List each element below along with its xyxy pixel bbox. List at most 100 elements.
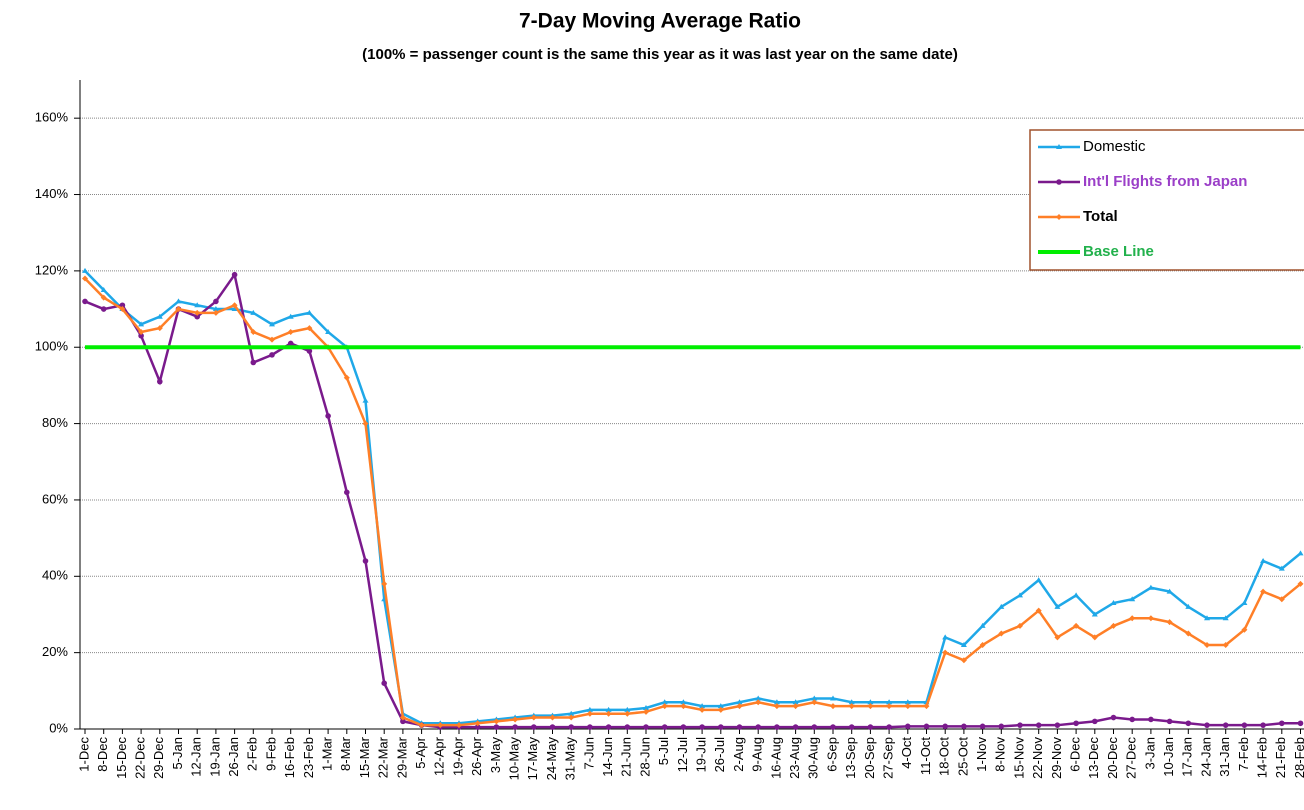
point [736, 699, 743, 705]
point [1204, 615, 1210, 621]
point [82, 267, 88, 273]
point [811, 699, 818, 706]
point [848, 724, 855, 730]
x-tick-label: 22-Mar [376, 736, 391, 778]
point [568, 714, 575, 721]
x-tick-label: 1-Dec [76, 737, 91, 772]
x-tick-label: 26-Jul [712, 737, 727, 773]
point [680, 699, 687, 705]
point [157, 378, 163, 385]
point [194, 302, 201, 308]
point [1148, 716, 1154, 723]
point [1110, 714, 1117, 721]
x-tick-label: 2-Aug [731, 737, 746, 772]
point [381, 680, 388, 686]
point [942, 634, 949, 640]
point [362, 397, 369, 403]
point [923, 703, 930, 710]
x-tick-label: 30-Aug [806, 737, 821, 779]
x-tick-label: 5-Apr [413, 736, 428, 768]
legend-marker [1056, 214, 1062, 220]
point [100, 294, 107, 301]
point [624, 706, 631, 712]
point [1129, 596, 1136, 602]
point [942, 723, 948, 730]
point [961, 723, 967, 730]
legend-marker [1056, 144, 1062, 149]
point [269, 321, 275, 327]
point [437, 722, 444, 729]
point [1035, 722, 1042, 728]
x-tick-label: 23-Aug [787, 737, 802, 779]
point [568, 724, 574, 730]
point [1073, 592, 1080, 598]
point [138, 328, 145, 335]
point [531, 724, 537, 730]
point [792, 724, 799, 730]
x-tick-label: 14-Jun [600, 737, 615, 777]
point [1166, 588, 1173, 594]
point [381, 580, 388, 587]
point [549, 724, 556, 730]
point [1260, 588, 1267, 595]
point [250, 328, 257, 335]
x-tick-label: 14-Feb [1255, 737, 1270, 778]
point [624, 710, 631, 717]
legend-marker [1056, 179, 1062, 185]
point [1017, 722, 1023, 728]
point [399, 714, 406, 721]
x-tick-label: 21-Feb [1273, 737, 1288, 778]
point [643, 724, 649, 730]
x-tick-label: 13-Dec [1086, 737, 1101, 779]
point [1297, 580, 1304, 587]
point [998, 603, 1005, 609]
x-tick-label: 9-Aug [750, 737, 765, 772]
point [512, 724, 518, 730]
point [979, 723, 986, 730]
x-tick-label: 6-Sep [824, 737, 839, 772]
point [1222, 642, 1229, 649]
x-tick-label: 10-Jan [1161, 737, 1176, 777]
point [867, 699, 874, 705]
point [1185, 603, 1192, 609]
point [1166, 619, 1173, 626]
point [100, 286, 107, 292]
y-tick-label: 0% [49, 720, 68, 735]
x-tick-label: 15-Mar [357, 736, 372, 778]
point [998, 630, 1005, 637]
point [213, 298, 219, 305]
point [848, 703, 855, 710]
y-tick-label: 140% [35, 186, 69, 201]
point [549, 714, 556, 721]
x-tick-label: 3-Jan [1142, 737, 1157, 770]
point [175, 306, 182, 313]
chart-subtitle: (100% = passenger count is the same this… [362, 46, 958, 63]
point [138, 321, 145, 327]
point [1166, 718, 1173, 725]
point [512, 716, 519, 723]
x-tick-label: 1-Nov [974, 737, 989, 772]
point [212, 309, 219, 316]
x-tick-label: 7-Feb [1236, 737, 1251, 771]
point [1260, 722, 1266, 728]
x-tick-label: 25-Oct [955, 737, 970, 776]
point [287, 340, 294, 347]
point [755, 699, 762, 706]
series-line [84, 271, 1301, 729]
x-tick-label: 22-Nov [1030, 737, 1045, 779]
point [886, 703, 893, 710]
point [1222, 615, 1229, 621]
point [1054, 634, 1061, 641]
legend-box [1029, 129, 1304, 271]
y-tick-label: 40% [42, 568, 68, 583]
point [886, 699, 893, 705]
point [530, 714, 537, 721]
point [643, 708, 649, 715]
point [773, 703, 780, 710]
point [250, 309, 257, 315]
y-tick-label: 100% [35, 339, 69, 354]
point [456, 722, 462, 729]
point [1147, 584, 1154, 590]
point [867, 724, 874, 730]
point [661, 699, 668, 705]
